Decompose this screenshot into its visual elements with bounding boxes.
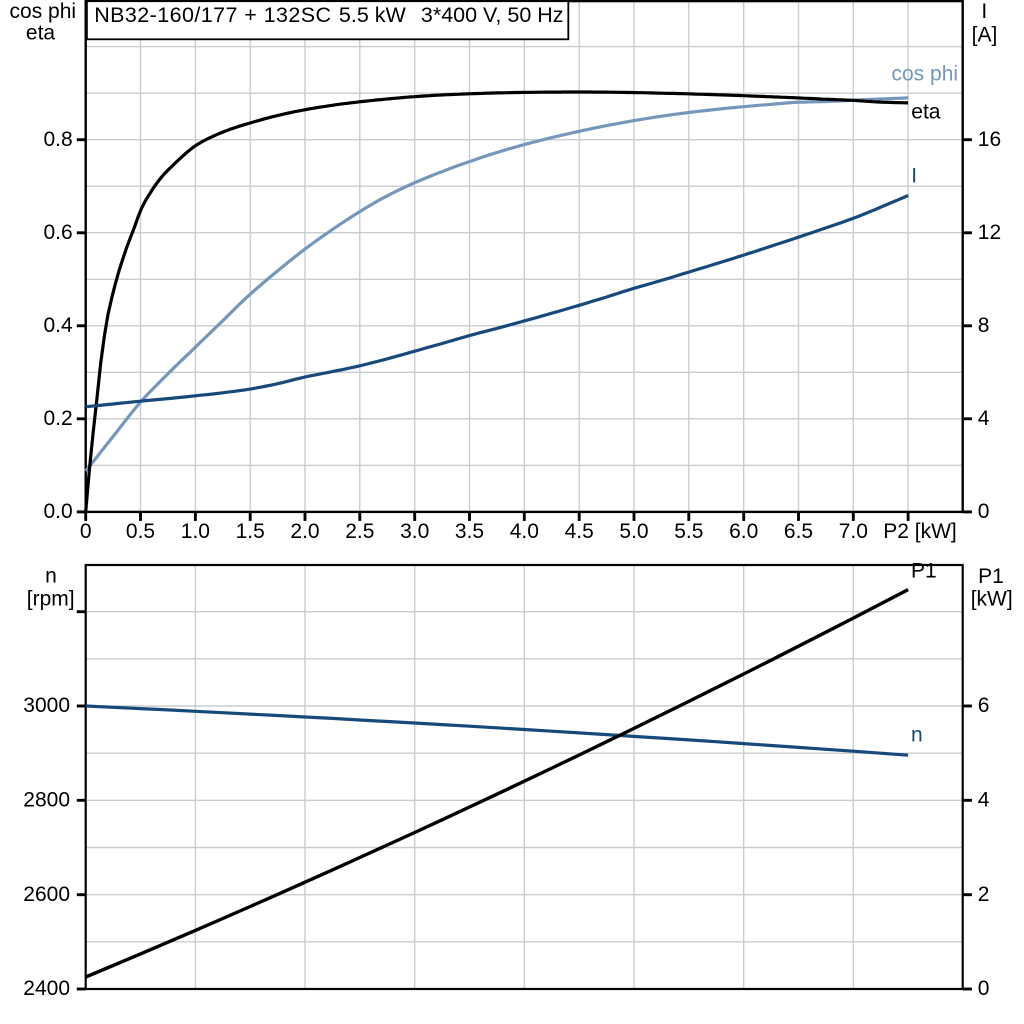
svg-text:0.4: 0.4 (43, 314, 73, 337)
svg-text:[rpm]: [rpm] (27, 588, 75, 611)
svg-text:12: 12 (978, 221, 1001, 244)
svg-text:7.0: 7.0 (839, 520, 868, 543)
svg-text:3*400 V, 50 Hz: 3*400 V, 50 Hz (421, 3, 564, 27)
svg-text:16: 16 (978, 128, 1001, 151)
svg-text:0: 0 (80, 520, 92, 543)
svg-text:[A]: [A] (972, 23, 998, 46)
svg-text:3.5: 3.5 (455, 520, 484, 543)
svg-text:P1: P1 (911, 560, 937, 583)
svg-text:eta: eta (26, 21, 56, 44)
svg-text:5.5 kW: 5.5 kW (339, 3, 407, 27)
svg-text:P1: P1 (978, 565, 1004, 588)
svg-text:n: n (45, 565, 57, 588)
svg-text:1.5: 1.5 (236, 520, 265, 543)
svg-text:3000: 3000 (23, 694, 70, 717)
svg-text:5.5: 5.5 (674, 520, 703, 543)
svg-text:0.8: 0.8 (43, 128, 72, 151)
svg-text:1.0: 1.0 (181, 520, 210, 543)
svg-text:0: 0 (978, 500, 990, 523)
svg-text:4: 4 (978, 407, 990, 430)
svg-text:cos phi: cos phi (892, 63, 959, 86)
svg-text:2.0: 2.0 (290, 520, 319, 543)
svg-text:eta: eta (911, 101, 941, 124)
svg-text:[kW]: [kW] (971, 588, 1013, 611)
svg-text:0: 0 (978, 977, 990, 1000)
svg-text:2: 2 (978, 883, 990, 906)
svg-text:2600: 2600 (23, 883, 70, 906)
svg-text:2400: 2400 (23, 977, 70, 1000)
svg-text:n: n (911, 724, 923, 747)
svg-text:8: 8 (978, 314, 990, 337)
svg-text:P2 [kW]: P2 [kW] (883, 520, 957, 543)
svg-text:0.2: 0.2 (43, 407, 72, 430)
svg-text:4: 4 (978, 788, 990, 811)
svg-text:2800: 2800 (23, 788, 70, 811)
svg-text:3.0: 3.0 (400, 520, 429, 543)
svg-text:5.0: 5.0 (619, 520, 648, 543)
svg-text:NB32-160/177 + 132SC: NB32-160/177 + 132SC (94, 3, 331, 27)
svg-text:I: I (981, 0, 987, 23)
svg-text:0.5: 0.5 (126, 520, 155, 543)
svg-text:6.5: 6.5 (784, 520, 813, 543)
svg-text:0.6: 0.6 (43, 221, 72, 244)
svg-text:4.5: 4.5 (565, 520, 594, 543)
svg-text:4.0: 4.0 (510, 520, 539, 543)
svg-text:2.5: 2.5 (345, 520, 374, 543)
svg-text:I: I (911, 165, 917, 188)
svg-text:6: 6 (978, 694, 990, 717)
svg-text:6.0: 6.0 (729, 520, 758, 543)
svg-text:0.0: 0.0 (43, 500, 72, 523)
svg-text:cos phi: cos phi (10, 0, 77, 23)
